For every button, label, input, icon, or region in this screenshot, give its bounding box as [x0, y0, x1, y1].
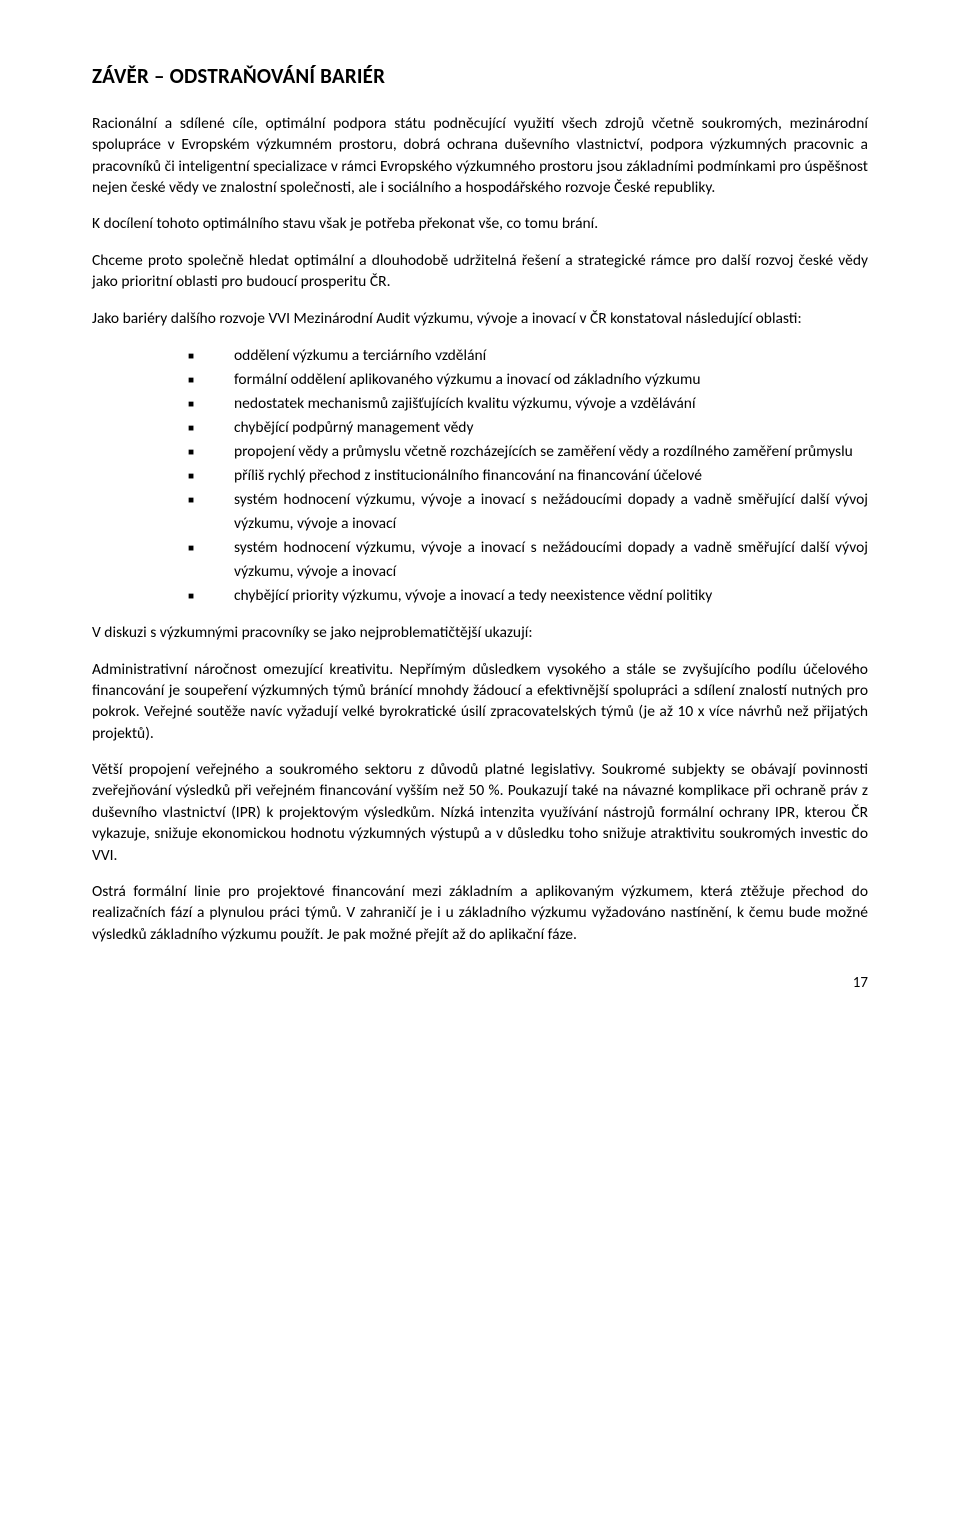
page-number: 17: [92, 973, 868, 994]
list-item: propojení vědy a průmyslu včetně rozcház…: [188, 440, 868, 464]
paragraph: Racionální a sdílené cíle, optimální pod…: [92, 113, 868, 199]
paragraph: Administrativní náročnost omezující krea…: [92, 659, 868, 745]
paragraph: Chceme proto společně hledat optimální a…: [92, 250, 868, 293]
paragraph: Ostrá formální linie pro projektové fina…: [92, 881, 868, 945]
paragraph: Větší propojení veřejného a soukromého s…: [92, 759, 868, 866]
list-item: chybějící priority výzkumu, vývoje a ino…: [188, 584, 868, 608]
list-item: formální oddělení aplikovaného výzkumu a…: [188, 368, 868, 392]
paragraph: Jako bariéry dalšího rozvoje VVI Mezinár…: [92, 308, 868, 329]
paragraph: V diskuzi s výzkumnými pracovníky se jak…: [92, 622, 868, 643]
list-item: systém hodnocení výzkumu, vývoje a inova…: [188, 536, 868, 584]
list-item: oddělení výzkumu a terciárního vzdělání: [188, 344, 868, 368]
list-item: systém hodnocení výzkumu, vývoje a inova…: [188, 488, 868, 536]
list-item: nedostatek mechanismů zajišťujících kval…: [188, 392, 868, 416]
paragraph: K docílení tohoto optimálního stavu však…: [92, 213, 868, 234]
barriers-list: oddělení výzkumu a terciárního vzdělání …: [92, 344, 868, 608]
list-item: chybějící podpůrný management vědy: [188, 416, 868, 440]
page-title: ZÁVĚR – ODSTRAŇOVÁNÍ BARIÉR: [92, 62, 868, 91]
list-item: příliš rychlý přechod z institucionálníh…: [188, 464, 868, 488]
